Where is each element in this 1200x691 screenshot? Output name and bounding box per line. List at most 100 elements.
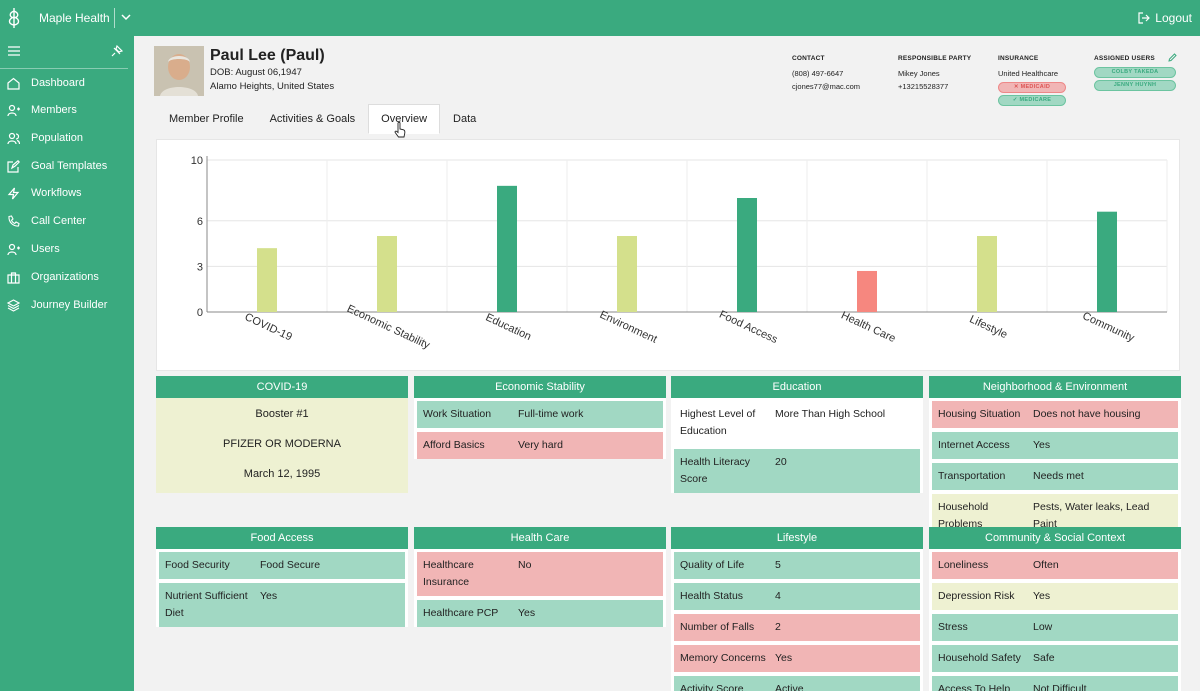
member-location: Alamo Heights, United States	[210, 81, 335, 92]
x-tick-label: Lifestyle	[967, 313, 1009, 341]
card-community: Community & Social Context Loneliness Oft…	[929, 527, 1181, 691]
card-rows: Highest Level of Education More Than High…	[671, 398, 923, 493]
data-row: Activity Score Active	[674, 676, 920, 691]
insurance-provider: United Healthcare	[998, 69, 1059, 78]
row-label: Depression Risk	[938, 590, 1015, 602]
sidebar-item-label: Population	[31, 132, 83, 144]
logout-button[interactable]: Logout	[1138, 11, 1192, 25]
organizations-icon	[7, 271, 20, 284]
layers-icon	[7, 298, 20, 312]
menu-icon[interactable]	[8, 46, 20, 56]
data-row: Transportation Needs met	[932, 463, 1178, 490]
unpin-icon[interactable]	[111, 45, 123, 57]
data-row: Internet Access Yes	[932, 432, 1178, 459]
row-value: Full-time work	[518, 408, 584, 420]
row-value: 4	[775, 590, 781, 602]
contact-email[interactable]: cjones77@mac.com	[792, 82, 861, 91]
tab-data[interactable]: Data	[453, 113, 477, 125]
app-name: Maple Health	[39, 11, 110, 25]
population-icon	[7, 132, 20, 144]
data-row: Healthcare PCP Yes	[417, 600, 663, 627]
assigned-user-badge[interactable]: COLBY TAKEDA	[1094, 67, 1176, 78]
sidebar-item-label: Users	[31, 243, 60, 255]
sidebar-item-members[interactable]: Members	[0, 99, 134, 121]
data-row: Depression Risk Yes	[932, 583, 1178, 610]
covid-line: March 12, 1995	[243, 468, 321, 480]
bar	[257, 248, 277, 312]
row-label: Afford Basics	[423, 439, 485, 451]
data-row: Highest Level of Education More Than High…	[674, 401, 920, 445]
logout-label: Logout	[1155, 11, 1192, 25]
card-lifestyle: Lifestyle Quality of Life 5 Health Status 4…	[671, 527, 923, 691]
member-dob: DOB: August 06,1947	[210, 67, 302, 78]
row-label: Health Literacy Score	[680, 456, 751, 485]
medicare-label: MEDICARE	[1019, 97, 1052, 103]
card-rows: Housing Situation Does not have housing In…	[929, 398, 1181, 538]
responsible-party-section: RESPONSIBLE PARTY Mikey Jones +132155283…	[898, 52, 971, 93]
responsible-phone[interactable]: +13215528377	[898, 82, 949, 91]
tab-member-profile[interactable]: Member Profile	[169, 113, 244, 125]
sidebar-item-organizations[interactable]: Organizations	[0, 266, 134, 288]
sidebar-item-label: Workflows	[31, 187, 82, 199]
contact-phone[interactable]: (808) 497-6647	[792, 69, 844, 78]
chevron-down-icon[interactable]	[120, 11, 132, 23]
assigned-users-section: ASSIGNED USERS COLBY TAKEDA JENNY HUYNH	[1094, 52, 1176, 91]
card-food-access: Food Access Food Security Food Secure Nutr…	[156, 527, 408, 631]
phone-icon	[8, 214, 20, 227]
data-row: Loneliness Often	[932, 552, 1178, 579]
row-label: Transportation	[938, 470, 1006, 482]
row-value: 2	[775, 621, 781, 633]
sidebar-item-goal-templates[interactable]: Goal Templates	[0, 155, 134, 177]
covid-details: Booster #1 PFIZER OR MODERNA March 12, 1…	[156, 398, 408, 493]
insurance-section: INSURANCE United Healthcare ✕ MEDICAID ✓…	[998, 52, 1066, 106]
members-icon	[7, 104, 20, 116]
covid-line: Booster #1	[255, 408, 309, 420]
medicare-badge[interactable]: ✓ MEDICARE	[998, 95, 1066, 106]
sidebar-item-label: Members	[31, 104, 77, 116]
card-health-care: Health Care Healthcare Insurance No Health…	[414, 527, 666, 631]
row-label: Housing Situation	[938, 408, 1021, 420]
sidebar-item-journey-builder[interactable]: Journey Builder	[0, 294, 134, 316]
sidebar-item-users[interactable]: Users	[0, 238, 134, 260]
sidebar-item-call-center[interactable]: Call Center	[0, 210, 134, 232]
row-label: Loneliness	[938, 559, 989, 571]
row-value: Does not have housing	[1033, 408, 1141, 420]
data-row: Quality of Life 5	[674, 552, 920, 579]
covid-line: PFIZER OR MODERNA	[223, 438, 341, 450]
bar	[1097, 211, 1117, 312]
logout-icon	[1138, 12, 1151, 24]
sidebar-divider	[0, 68, 128, 69]
row-label: Household Safety	[938, 652, 1021, 664]
x-tick-label: Environment	[598, 309, 659, 346]
assigned-user-badge[interactable]: JENNY HUYNH	[1094, 80, 1176, 91]
workflows-icon	[7, 187, 20, 199]
sdoh-bar-chart: 0 3 6 10 COVID-19 Economic Stability Education…	[156, 139, 1180, 371]
bar	[737, 198, 757, 312]
card-title: Education	[671, 376, 923, 398]
row-label: Work Situation	[423, 408, 492, 420]
sidebar-item-population[interactable]: Population	[0, 127, 134, 149]
x-tick-label: Food Access	[717, 309, 780, 347]
row-value: Safe	[1033, 652, 1055, 664]
row-value: No	[518, 559, 532, 571]
row-value: Yes	[518, 607, 536, 619]
data-row: Nutrient Sufficient Diet Yes	[159, 583, 405, 627]
row-value: Needs met	[1033, 470, 1084, 482]
row-label: Number of Falls	[680, 621, 755, 633]
medicaid-badge[interactable]: ✕ MEDICAID	[998, 82, 1066, 93]
row-label: Health Status	[680, 590, 744, 602]
x-tick-label: COVID-19	[243, 311, 294, 343]
row-label: Access To Help	[938, 683, 1011, 691]
edit-icon[interactable]	[1168, 53, 1177, 62]
row-label: Highest Level of Education	[680, 408, 756, 437]
row-value: 20	[775, 456, 787, 468]
sidebar-item-dashboard[interactable]: Dashboard	[0, 72, 134, 94]
sidebar-item-workflows[interactable]: Workflows	[0, 182, 134, 204]
row-value: Food Secure	[260, 559, 321, 571]
card-title: Health Care	[414, 527, 666, 549]
card-neighborhood: Neighborhood & Environment Housing Situa…	[929, 376, 1181, 542]
tab-activities-goals[interactable]: Activities & Goals	[269, 113, 356, 125]
bar	[617, 236, 637, 312]
card-covid: COVID-19 Booster #1 PFIZER OR MODERNA Ma…	[156, 376, 408, 493]
app-logo-icon[interactable]	[6, 6, 22, 30]
